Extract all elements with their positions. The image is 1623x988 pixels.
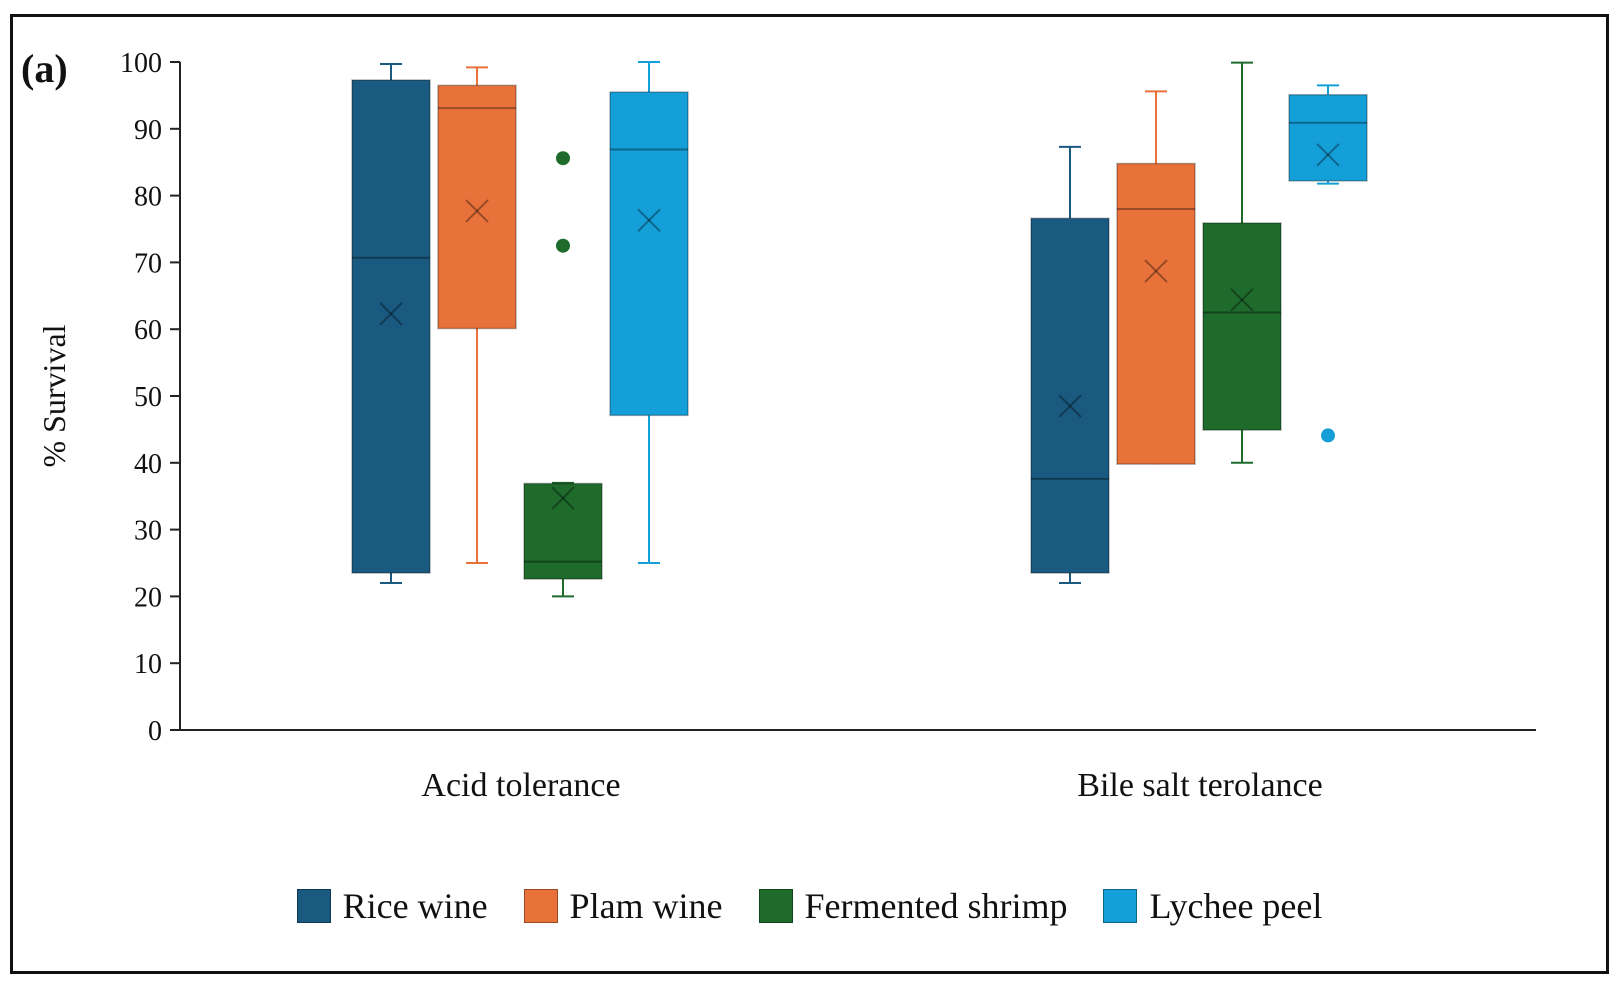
box (1030, 217, 1110, 574)
mean-marker (637, 208, 661, 233)
mean-marker (1316, 143, 1340, 167)
y-tick-label: 10 (134, 649, 162, 680)
box (351, 79, 431, 574)
y-tick-label: 0 (148, 716, 162, 747)
legend-label: Lychee peel (1149, 886, 1323, 926)
box (1116, 162, 1196, 465)
mean-marker (1230, 288, 1254, 312)
legend-label: Fermented shrimp (804, 886, 1068, 926)
y-tick-label: 20 (134, 582, 162, 613)
mean-marker (1058, 394, 1082, 418)
legend-swatch (758, 889, 793, 923)
y-tick-label: 50 (134, 382, 162, 413)
box (1202, 222, 1282, 431)
panel-label: (a) (21, 46, 68, 91)
y-tick-label: 90 (134, 115, 162, 146)
box (523, 482, 603, 580)
legend-item: Lychee peel (1103, 885, 1322, 927)
y-tick-label: 100 (120, 48, 162, 79)
mean-marker (1144, 259, 1168, 283)
mean-marker (465, 199, 489, 223)
outlier-point (556, 151, 570, 166)
box (437, 84, 517, 330)
legend-swatch (523, 889, 558, 923)
y-tick-label: 70 (134, 248, 162, 279)
mean-marker (1316, 143, 1340, 167)
mean-marker (637, 208, 661, 233)
outlier-point (556, 238, 570, 253)
outlier-point (1321, 428, 1335, 443)
x-category-label: Acid tolerance (421, 767, 620, 804)
y-axis-label: % Survival (36, 324, 72, 467)
legend-item: Fermented shrimp (758, 885, 1068, 927)
mean-marker (465, 199, 489, 223)
legend: Rice wine Plam wine Fermented shrimp Lychee… (13, 885, 1606, 927)
mean-marker (379, 302, 403, 326)
boxplot-chart: 0 10 20 30 40 50 60 70 80 90 100 % Survival Acid tol… (36, 48, 1536, 804)
mean-marker (1144, 259, 1168, 283)
legend-label: Rice wine (342, 886, 488, 926)
mean-marker (551, 486, 575, 510)
legend-item: Plam wine (523, 885, 723, 927)
legend-swatch (296, 889, 331, 923)
y-tick-label: 80 (134, 182, 162, 213)
figure-frame: (a) 0 10 20 30 40 50 60 70 80 90 100 % Survival Acid… (10, 14, 1609, 974)
mean-marker (551, 486, 575, 510)
legend-label: Plam wine (569, 886, 723, 926)
y-tick-label: 30 (134, 516, 162, 547)
y-tick-label: 60 (134, 315, 162, 346)
x-category-label: Bile salt terolance (1077, 767, 1322, 804)
legend-item: Rice wine (296, 885, 488, 927)
mean-marker (1230, 288, 1254, 312)
mean-marker (379, 302, 403, 326)
box (1288, 93, 1368, 182)
box (609, 91, 689, 417)
legend-swatch (1103, 889, 1138, 923)
mean-marker (1058, 394, 1082, 418)
y-tick-label: 40 (134, 449, 162, 480)
